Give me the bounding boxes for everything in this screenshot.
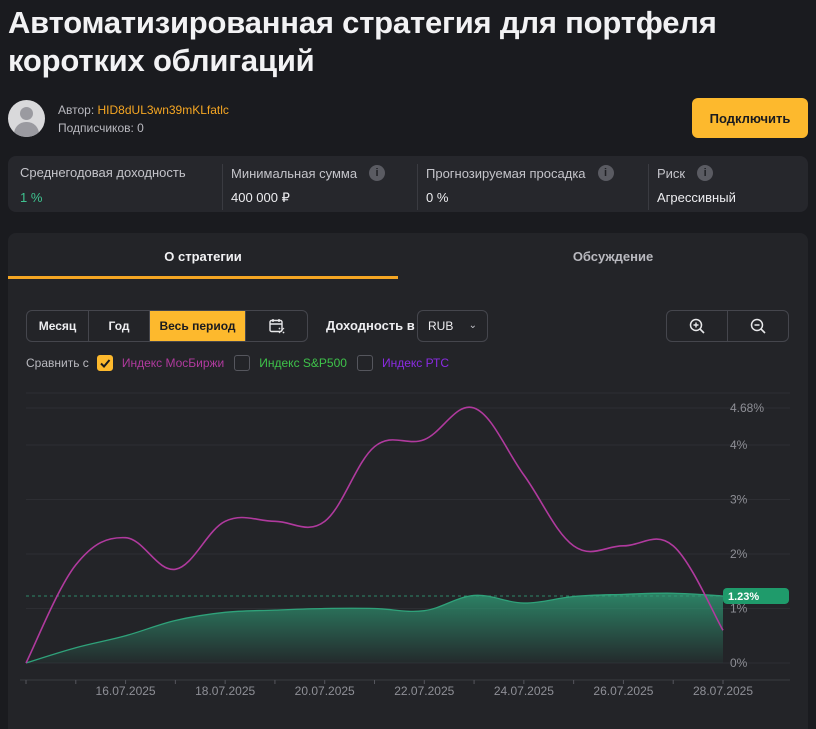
x-tick-label: 26.07.2025 — [593, 684, 653, 698]
period-selector: Месяц Год Весь период — [26, 310, 308, 342]
tab-about[interactable]: О стратегии — [164, 248, 242, 264]
period-all-button[interactable]: Весь период — [150, 311, 246, 341]
info-icon[interactable]: i — [697, 165, 714, 181]
y-tick-label: 1% — [730, 602, 748, 616]
chevron-down-icon: ⌄ — [468, 320, 477, 331]
y-tick-label: 0% — [730, 656, 748, 670]
compare-rts[interactable]: Индекс РТС — [356, 355, 450, 371]
stat-value: Агрессивный — [657, 190, 736, 205]
page-title: Автоматизированная стратегия для портфел… — [8, 5, 717, 78]
moex-index-line — [25, 406, 724, 664]
period-year-button[interactable]: Год — [89, 311, 150, 341]
author-line: Автор: HID8dUL3wn39mKLfatlc — [58, 103, 229, 117]
stat-label-row: Минимальная сумма i — [231, 165, 386, 181]
stat-label: Риск — [657, 165, 686, 181]
avatar-body-shape — [14, 122, 39, 137]
stat-label: Минимальная сумма — [231, 165, 358, 181]
currency-value: RUB — [428, 319, 454, 333]
current-value-label: 1.23% — [728, 591, 759, 603]
current-value-badge — [723, 587, 789, 604]
author-row: Автор: HID8dUL3wn39mKLfatlc Подписчиков:… — [8, 98, 808, 140]
currency-select[interactable]: RUB ⌄ — [417, 310, 488, 342]
calendar-percent-icon — [268, 319, 284, 334]
y-tick-label: 4% — [730, 438, 748, 452]
x-tick-label: 24.07.2025 — [494, 684, 554, 698]
author-name-link[interactable]: HID8dUL3wn39mKLfatlc — [97, 103, 229, 117]
stat-value: 0 % — [426, 190, 449, 205]
stat-label-row: Прогнозируемая просадка i — [426, 165, 614, 181]
tab-discussion[interactable]: Обсуждение — [572, 248, 654, 264]
compare-label: Сравнить с — [26, 356, 89, 370]
y-tick-label: 3% — [730, 493, 748, 507]
zoom-out-button[interactable] — [728, 311, 788, 341]
stat-label-row: Риск i — [657, 165, 714, 181]
calendar-button[interactable] — [246, 311, 307, 341]
x-tick-label: 20.07.2025 — [295, 684, 355, 698]
divider — [648, 164, 649, 210]
strategy-line — [25, 592, 724, 664]
zoom-out-icon — [750, 318, 766, 334]
active-tab-indicator — [8, 276, 398, 279]
period-month-button[interactable]: Месяц — [27, 311, 89, 341]
compare-moex-label: Индекс МосБиржи — [121, 356, 225, 370]
zoom-in-button[interactable] — [667, 311, 728, 341]
y-tick-label: 2% — [730, 547, 748, 561]
checkbox-checked[interactable] — [96, 355, 113, 371]
yield-currency-label: Доходность в — [326, 318, 415, 333]
avatar-head-shape — [20, 107, 33, 120]
divider — [417, 164, 418, 210]
divider — [222, 164, 223, 210]
strategy-area — [26, 593, 723, 663]
stat-label: Среднегодовая доходность — [20, 165, 186, 180]
stat-value: 400 000 ₽ — [231, 190, 290, 205]
info-icon[interactable]: i — [369, 165, 386, 181]
x-tick-label: 18.07.2025 — [195, 684, 255, 698]
stat-value: 1 % — [20, 190, 43, 205]
info-icon[interactable]: i — [597, 165, 614, 181]
subscribers-count: Подписчиков: 0 — [58, 121, 144, 135]
x-tick-label: 28.07.2025 — [693, 684, 753, 698]
x-tick-label: 16.07.2025 — [96, 684, 156, 698]
compare-sp500[interactable]: Индекс S&P500 — [234, 355, 347, 371]
author-label: Автор: — [58, 103, 95, 117]
compare-rts-label: Индекс РТС — [381, 356, 450, 370]
compare-sp500-label: Индекс S&P500 — [259, 356, 347, 370]
x-tick-label: 22.07.2025 — [394, 684, 454, 698]
checkbox[interactable] — [356, 355, 373, 371]
stat-label: Прогнозируемая просадка — [426, 165, 586, 181]
check-icon — [100, 359, 111, 368]
zoom-controls — [666, 310, 789, 342]
compare-moex[interactable]: Индекс МосБиржи — [96, 355, 225, 371]
y-tick-label: 4.68% — [730, 401, 764, 415]
zoom-in-icon — [689, 318, 705, 334]
checkbox[interactable] — [234, 355, 251, 371]
stats-bar: Среднегодовая доходность 1 % Минимальная… — [8, 156, 808, 212]
compare-row: Сравнить с Индекс МосБиржи Индекс S&P500… — [26, 354, 459, 372]
avatar[interactable] — [8, 100, 45, 137]
connect-button[interactable]: Подключить — [692, 98, 808, 138]
